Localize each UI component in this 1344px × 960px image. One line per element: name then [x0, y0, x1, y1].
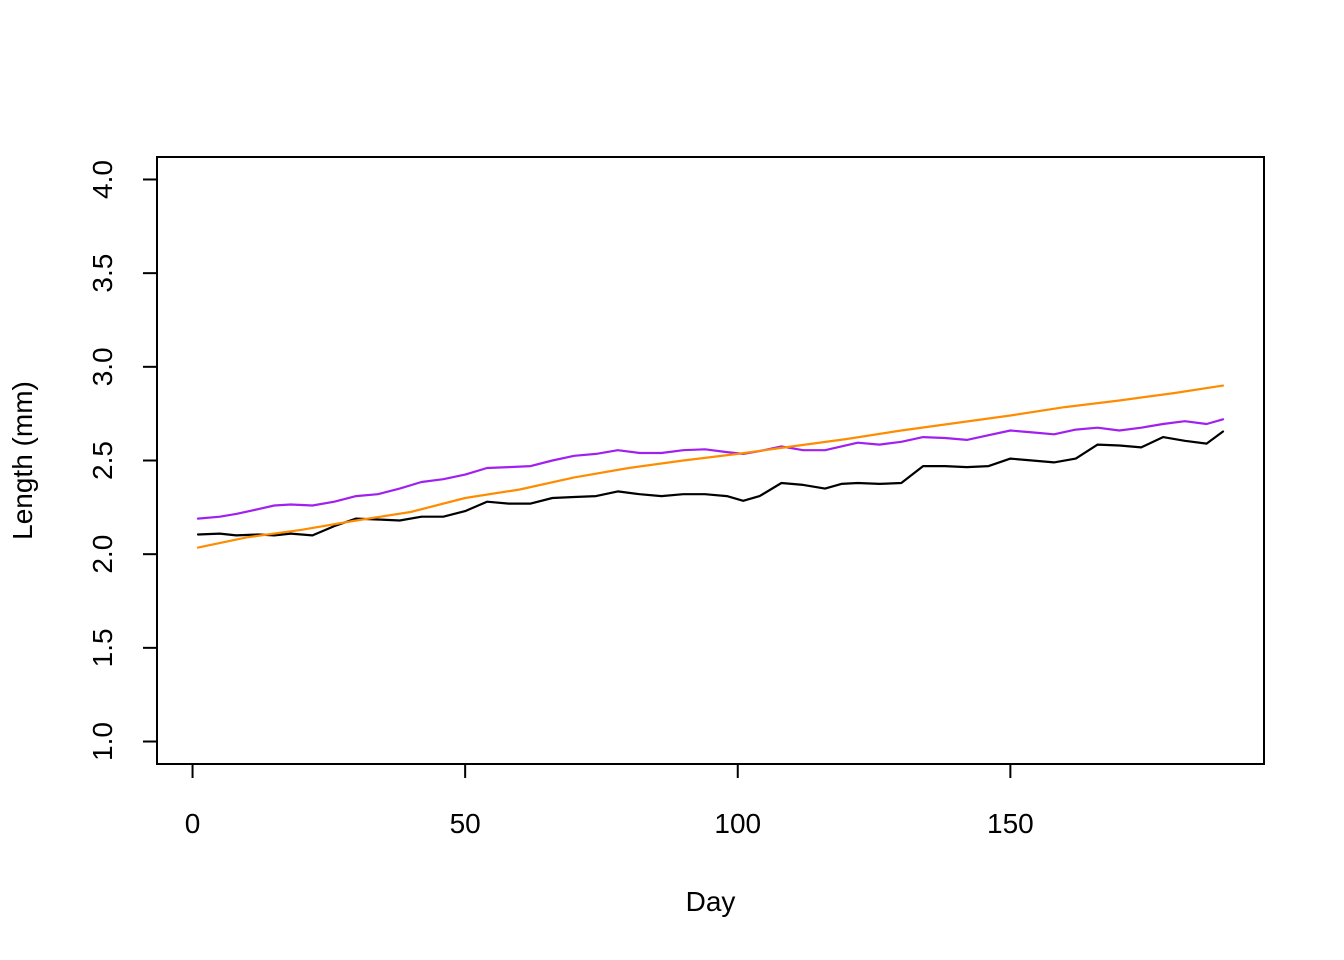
y-tick-label: 3.0 — [87, 347, 118, 386]
y-tick-label: 4.0 — [87, 160, 118, 199]
y-tick-label: 3.5 — [87, 254, 118, 293]
y-tick-label: 1.0 — [87, 722, 118, 761]
series-line-1 — [196, 430, 1225, 537]
y-tick-label: 1.5 — [87, 628, 118, 667]
x-tick-label: 50 — [450, 808, 481, 839]
x-tick-label: 100 — [714, 808, 761, 839]
series-layer — [196, 384, 1225, 549]
series-line-3 — [196, 384, 1225, 549]
x-tick-label: 0 — [185, 808, 201, 839]
series-line-2 — [196, 418, 1225, 520]
x-axis-title: Day — [686, 886, 736, 917]
plot-frame — [156, 156, 1265, 765]
x-tick-label: 150 — [987, 808, 1034, 839]
y-axis-title: Length (mm) — [7, 381, 38, 540]
y-tick-label: 2.0 — [87, 535, 118, 574]
y-tick-label: 2.5 — [87, 441, 118, 480]
x-axis: 0 50 100 150 — [185, 763, 1034, 839]
y-axis: 1.0 1.5 2.0 2.5 3.0 3.5 4.0 — [87, 160, 158, 761]
